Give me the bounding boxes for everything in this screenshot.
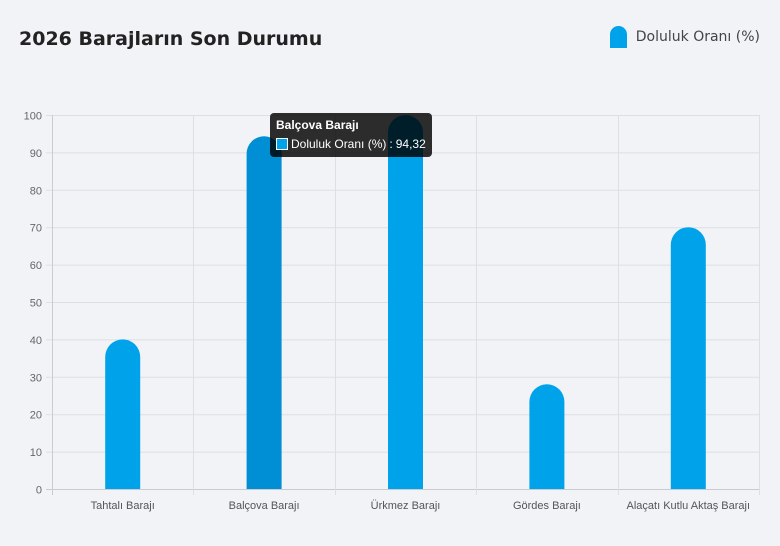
x-tick-label: Tahtalı Barajı (91, 500, 155, 512)
y-tick-label: 100 (24, 111, 42, 123)
x-tick-label: Balçova Barajı (229, 500, 300, 512)
y-tick-label: 50 (30, 298, 42, 310)
bar (246, 136, 282, 489)
tooltip-title: Balçova Barajı (276, 118, 359, 132)
legend-swatch (609, 26, 627, 48)
y-tick-label: 40 (30, 335, 42, 347)
y-tick-label: 80 (30, 185, 42, 197)
y-tick-label: 60 (30, 260, 42, 272)
tooltip-series-label: Doluluk Oranı (%) (291, 137, 387, 151)
y-tick-label: 20 (30, 410, 42, 422)
y-tick-label: 30 (30, 372, 42, 384)
y-tick-label: 90 (30, 148, 42, 160)
chart-title: 2026 Barajların Son Durumu (19, 28, 323, 50)
x-tick-label: Gördes Barajı (513, 500, 581, 512)
tooltip-swatch (276, 138, 288, 150)
bar (529, 384, 565, 489)
y-tick-label: 10 (30, 447, 42, 459)
y-tick-label: 70 (30, 223, 42, 235)
bar (105, 339, 141, 489)
tooltip-value: 94,32 (395, 137, 426, 151)
x-tick-label: Alaçatı Kutlu Aktaş Barajı (627, 500, 751, 512)
x-tick-label: Ürkmez Barajı (371, 500, 441, 512)
tooltip-row: Doluluk Oranı (%): 94,32 (276, 137, 426, 151)
y-tick-label: 0 (36, 485, 42, 497)
bar (670, 227, 706, 489)
chart-tooltip: Balçova Barajı Doluluk Oranı (%): 94,32 (270, 113, 432, 157)
tooltip-separator: : (389, 137, 393, 151)
bar (388, 115, 423, 489)
chart-legend[interactable]: Doluluk Oranı (%) (609, 26, 760, 48)
legend-label: Doluluk Oranı (%) (635, 29, 760, 45)
